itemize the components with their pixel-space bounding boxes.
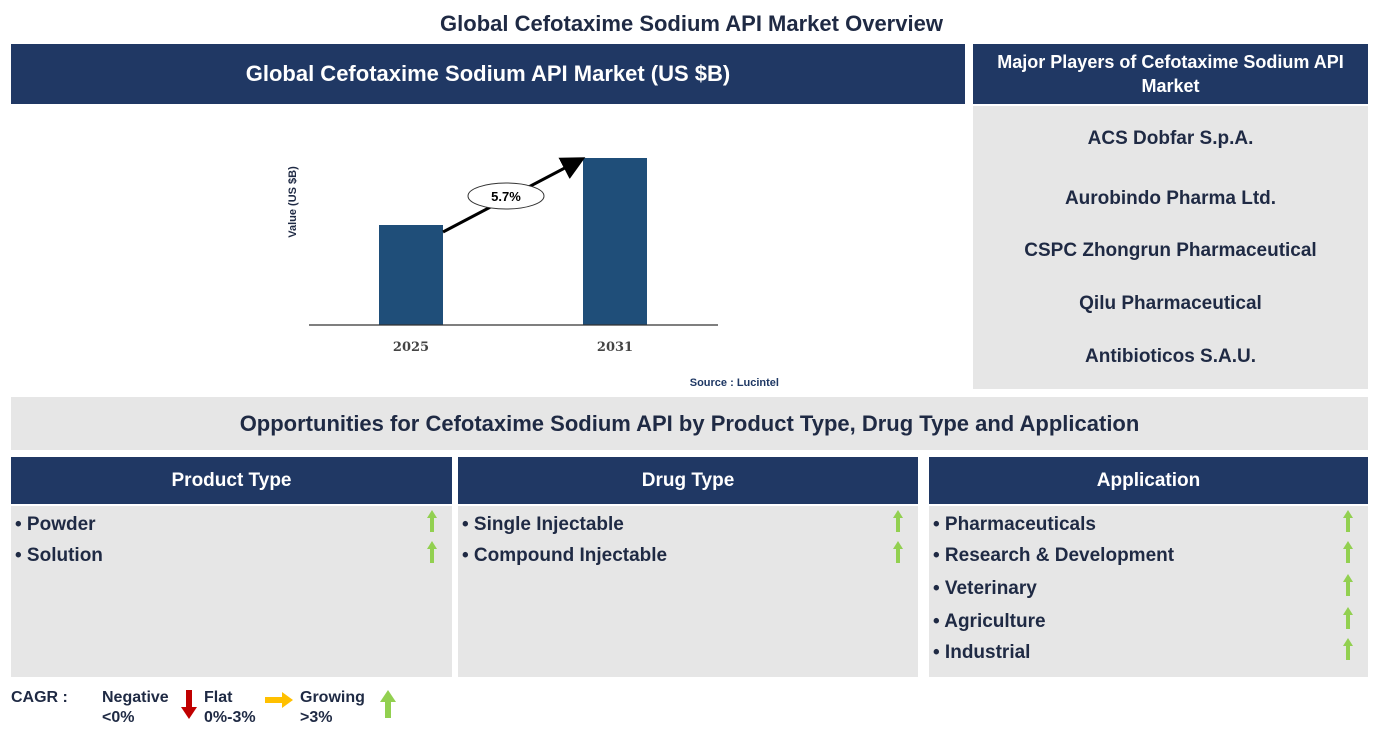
arrow-up-icon: [427, 510, 437, 532]
legend-growing-label: Growing: [300, 689, 365, 706]
segment-item: • Compound Injectable: [462, 545, 668, 566]
bar-2031: [583, 158, 647, 325]
source-label: Source : Lucintel: [690, 377, 779, 389]
cagr-label: 5.7%: [491, 189, 521, 204]
column-header: Product Type: [11, 457, 452, 504]
segment-item: • Pharmaceuticals: [933, 514, 1096, 535]
bar-2025: [379, 225, 443, 325]
arrow-up-icon: [1343, 510, 1353, 532]
market-chart: 2025 2031 Value (US $B) 5.7% Source : Lucint…: [287, 157, 779, 389]
market-header: Global Cefotaxime Sodium API Market (US …: [11, 44, 965, 104]
player-item: CSPC Zhongrun Pharmaceutical: [1024, 240, 1317, 261]
legend-negative-range: <0%: [102, 709, 135, 726]
segment-item: • Single Injectable: [462, 514, 624, 535]
segment-item: • Agriculture: [933, 611, 1046, 632]
column-header: Drug Type: [458, 457, 918, 504]
arrow-up-icon: [1343, 607, 1353, 629]
segment-item: • Industrial: [933, 642, 1031, 663]
segment-item: • Research & Development: [933, 545, 1175, 566]
arrow-up-icon: [893, 541, 903, 563]
player-item: Antibioticos S.A.U.: [1085, 346, 1256, 367]
page-title: Global Cefotaxime Sodium API Market Over…: [440, 11, 943, 36]
legend-flat: Flat 0%-3%: [204, 688, 256, 728]
players-list: ACS Dobfar S.p.A. Aurobindo Pharma Ltd. …: [973, 106, 1368, 389]
legend-negative-label: Negative: [102, 689, 169, 706]
column-body: • Powder • Solution: [11, 506, 452, 677]
legend-growing: Growing >3%: [300, 688, 365, 728]
legend-growing-range: >3%: [300, 709, 333, 726]
segment-item: • Solution: [15, 545, 103, 566]
arrow-up-icon: [380, 690, 396, 718]
arrow-up-icon: [1343, 541, 1353, 563]
column-body: • Pharmaceuticals • Research & Developmen…: [929, 506, 1368, 677]
cagr-ellipse: [467, 182, 545, 210]
players-header: Major Players of Cefotaxime Sodium API M…: [973, 44, 1368, 104]
legend-negative: Negative <0%: [102, 688, 169, 728]
y-axis-label: Value (US $B): [287, 166, 299, 238]
arrow-up-icon: [1343, 574, 1353, 596]
player-item: Qilu Pharmaceutical: [1079, 293, 1262, 314]
opportunities-header: Opportunities for Cefotaxime Sodium API …: [11, 397, 1368, 450]
x-tick-label: 2031: [597, 340, 633, 355]
x-tick-label: 2025: [393, 340, 429, 355]
segment-item: • Veterinary: [933, 578, 1037, 599]
column-body: • Single Injectable • Compound Injectable: [458, 506, 918, 677]
arrow-up-icon: [893, 510, 903, 532]
arrow-down-icon: [181, 690, 197, 719]
column-header: Application: [929, 457, 1368, 504]
segment-item: • Powder: [15, 514, 96, 535]
legend-label: CAGR :: [11, 689, 68, 706]
player-item: Aurobindo Pharma Ltd.: [1064, 188, 1277, 209]
legend-flat-label: Flat: [204, 689, 233, 706]
player-item: ACS Dobfar S.p.A.: [1087, 128, 1254, 149]
legend-flat-range: 0%-3%: [204, 709, 256, 726]
arrow-up-icon: [427, 541, 437, 563]
arrow-right-icon: [265, 692, 293, 708]
arrow-up-icon: [1343, 638, 1353, 660]
